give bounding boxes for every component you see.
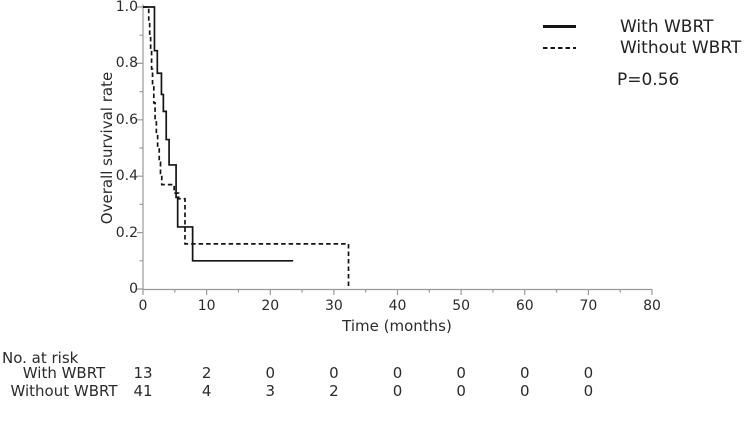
risk-count: 3: [265, 382, 276, 400]
risk-row-label-with-wbrt: With WBRT: [22, 364, 106, 382]
p-value: P=0.56: [617, 70, 680, 90]
legend-label: Without WBRT: [620, 37, 742, 58]
legend-item-without-wbrt: Without WBRT: [543, 37, 742, 58]
solid-line-swatch: [543, 25, 576, 28]
y-tick-label: 0.4: [115, 168, 138, 185]
y-tick-label: 0: [129, 281, 138, 297]
risk-count: 0: [392, 364, 403, 382]
x-tick-label: 80: [643, 298, 661, 314]
risk-count: 0: [519, 364, 530, 382]
risk-count: 13: [133, 364, 153, 382]
y-axis-title: Overall survival rate: [98, 71, 116, 225]
risk-count: 2: [329, 382, 339, 400]
axes: [137, 4, 653, 295]
y-tick-label: 1.0: [115, 0, 138, 15]
risk-count: 0: [456, 364, 466, 382]
survival-curve-with-wbrt: [143, 6, 294, 262]
risk-table-header: No. at risk: [2, 349, 79, 367]
legend-item-with-wbrt: With WBRT: [543, 16, 741, 37]
risk-row-label-without-wbrt: Without WBRT: [10, 382, 118, 400]
legend: With WBRT Without WBRT: [543, 16, 742, 58]
risk-count: 4: [201, 382, 212, 400]
risk-count: 0: [583, 364, 594, 382]
risk-count: 0: [329, 364, 339, 382]
x-tick-label: 20: [261, 298, 280, 314]
y-tick-label: 0.8: [115, 55, 138, 72]
x-tick-label: 50: [452, 298, 471, 314]
risk-count: 0: [392, 382, 403, 400]
y-tick-label: 0.6: [115, 111, 138, 128]
legend-label: With WBRT: [620, 16, 714, 37]
risk-count: 2: [201, 364, 212, 382]
x-tick-label: 0: [138, 298, 148, 314]
risk-count: 41: [133, 382, 153, 400]
risk-count: 0: [583, 382, 594, 400]
x-tick-label: 30: [324, 298, 343, 314]
risk-count: 0: [456, 382, 466, 400]
risk-count: 0: [519, 382, 530, 400]
x-tick-label: 10: [197, 298, 216, 314]
survival-curve-without-wbrt: [143, 6, 350, 289]
x-tick-label: 40: [388, 298, 407, 314]
x-axis-title: Time (months): [342, 317, 452, 335]
y-tick-label: 0.2: [115, 224, 138, 241]
risk-count: 0: [265, 364, 276, 382]
x-tick-label: 70: [579, 298, 598, 314]
dashed-line-swatch: [543, 46, 576, 49]
x-tick-label: 60: [515, 298, 534, 314]
